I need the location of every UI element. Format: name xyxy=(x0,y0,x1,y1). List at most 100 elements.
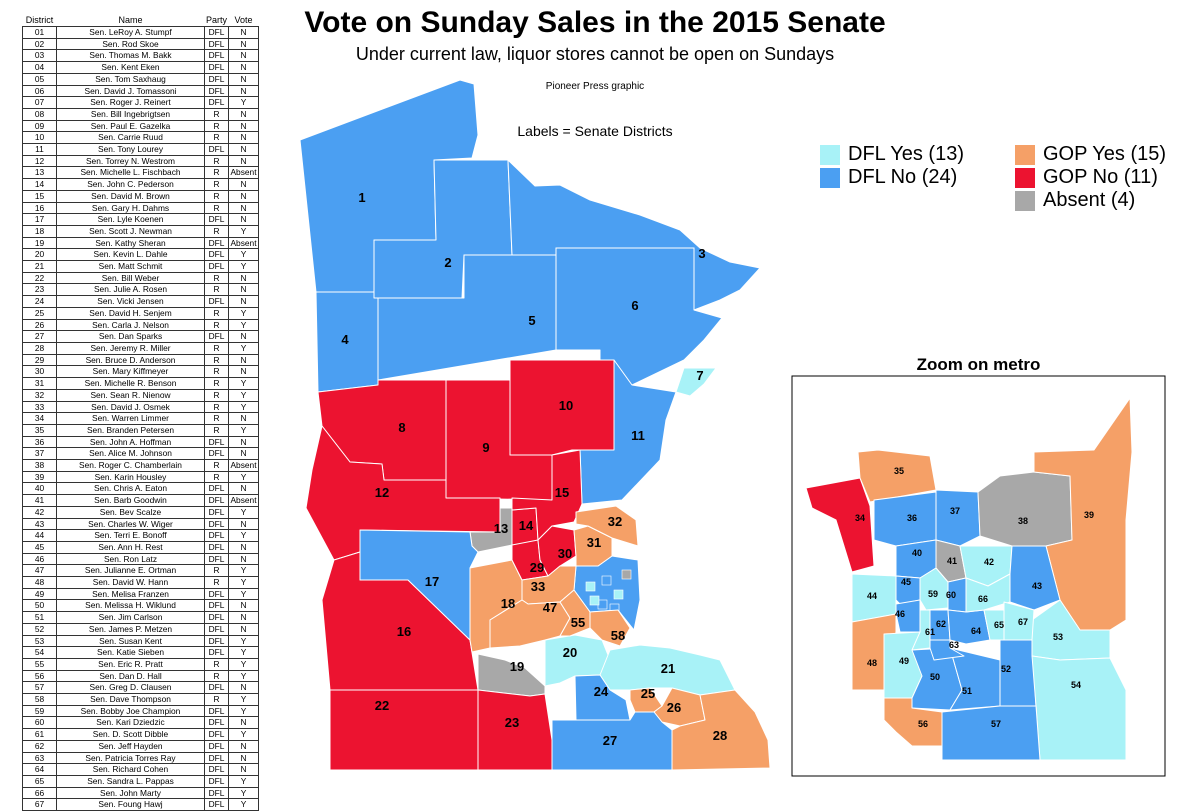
district-label-42: 42 xyxy=(984,557,994,567)
district-cell: 27 xyxy=(22,330,57,343)
table-row: 06 Sen. David J. Tomassoni DFL N xyxy=(22,84,259,98)
senator-table: District Name Party Vote 01 Sen. LeRoy A.… xyxy=(22,15,259,811)
district-label-22: 22 xyxy=(375,698,389,713)
vote-cell: N xyxy=(228,365,259,379)
state-district-58 xyxy=(589,609,631,647)
metro-detail-cell xyxy=(597,599,608,610)
legend-swatch xyxy=(820,168,840,188)
district-cell: 20 xyxy=(22,248,57,262)
name-cell: Sen. Tom Saxhaug xyxy=(56,72,205,86)
metro-detail-cell xyxy=(589,595,600,606)
party-cell: R xyxy=(204,107,229,121)
district-label-13: 13 xyxy=(494,521,508,536)
district-label-64: 64 xyxy=(971,626,981,636)
table-row: 07 Sen. Roger J. Reinert DFL Y xyxy=(22,96,259,109)
name-cell: Sen. Roger C. Chamberlain xyxy=(56,459,205,472)
district-label-29: 29 xyxy=(530,560,544,575)
district-label-3: 3 xyxy=(698,246,705,261)
metro-detail-cell xyxy=(585,581,596,592)
name-cell: Sen. Roger J. Reinert xyxy=(56,96,205,109)
district-label-59: 59 xyxy=(928,589,938,599)
legend-label: GOP Yes (15) xyxy=(1043,143,1167,165)
district-label-66: 66 xyxy=(978,594,988,604)
district-label-34: 34 xyxy=(855,513,865,523)
table-row: 62 Sen. Jeff Hayden DFL N xyxy=(22,739,259,753)
name-cell: Sen. Kent Eken xyxy=(56,61,205,74)
header-district: District xyxy=(25,15,54,26)
vote-cell: N xyxy=(228,84,259,98)
district-cell: 06 xyxy=(22,84,57,98)
vote-cell: Y xyxy=(228,423,259,437)
metro-district-36 xyxy=(873,491,937,547)
table-row: 27 Sen. Dan Sparks DFL N xyxy=(22,330,259,343)
metro-detail-cell xyxy=(601,575,612,586)
table-row: 47 Sen. Julianne E. Ortman R Y xyxy=(22,564,259,578)
district-label-32: 32 xyxy=(608,514,622,529)
district-label-49: 49 xyxy=(899,656,909,666)
district-cell: 22 xyxy=(22,271,57,285)
table-row: 12 Sen. Torrey N. Westrom R N xyxy=(22,154,259,168)
district-label-41: 41 xyxy=(947,556,957,566)
legend-swatch xyxy=(1015,168,1035,188)
district-label-10: 10 xyxy=(559,398,573,413)
vote-cell: N xyxy=(228,61,259,74)
credit-line: Pioneer Press graphic xyxy=(545,81,645,92)
district-label-54: 54 xyxy=(1071,680,1081,690)
vote-cell: Y xyxy=(228,318,259,332)
district-label-18: 18 xyxy=(501,596,515,611)
table-row: 48 Sen. David W. Hann R Y xyxy=(22,576,259,589)
table-row: 54 Sen. Katie Sieben DFL Y xyxy=(22,646,259,659)
state-district-23 xyxy=(477,689,553,771)
vote-cell: Absent xyxy=(228,459,259,472)
state-district-30 xyxy=(537,525,577,577)
district-label-46: 46 xyxy=(895,609,905,619)
labels-note: Labels = Senate Districts xyxy=(517,123,673,139)
legend-swatch xyxy=(820,145,840,165)
district-label-35: 35 xyxy=(894,466,904,476)
table-row: 13 Sen. Michelle L. Fischbach R Absent xyxy=(22,166,259,180)
name-cell: Sen. David J. Osmek xyxy=(56,400,205,414)
district-label-27: 27 xyxy=(603,733,617,748)
vote-cell: N xyxy=(228,271,259,285)
district-cell: 24 xyxy=(22,295,57,308)
metro-district-37 xyxy=(935,489,981,547)
district-label-16: 16 xyxy=(397,624,411,639)
district-label-9: 9 xyxy=(482,440,489,455)
legend-swatch xyxy=(1015,145,1035,165)
metro-district-67 xyxy=(1003,601,1035,641)
district-label-4: 4 xyxy=(341,332,349,347)
district-label-31: 31 xyxy=(587,535,601,550)
district-label-38: 38 xyxy=(1018,516,1028,526)
table-row: 04 Sen. Kent Eken DFL N xyxy=(22,61,259,74)
district-label-36: 36 xyxy=(907,513,917,523)
district-label-43: 43 xyxy=(1032,581,1042,591)
table-row: 10 Sen. Carrie Ruud R N xyxy=(22,131,259,145)
vote-cell: Y xyxy=(228,306,259,320)
table-row: 65 Sen. Sandra L. Pappas DFL Y xyxy=(22,775,259,788)
legend-label: DFL No (24) xyxy=(848,166,958,188)
district-label-1: 1 xyxy=(358,190,365,205)
district-label-14: 14 xyxy=(519,518,534,533)
table-row: 25 Sen. David H. Senjem R Y xyxy=(22,306,259,320)
vote-cell: Y xyxy=(228,470,259,484)
vote-cell: Absent xyxy=(228,494,259,507)
page-subtitle: Under current law, liquor stores cannot … xyxy=(355,44,835,64)
district-label-33: 33 xyxy=(531,579,545,594)
district-cell: 31 xyxy=(22,377,57,390)
table-row: 40 Sen. Chris A. Eaton DFL N xyxy=(22,482,259,496)
district-label-25: 25 xyxy=(641,686,655,701)
state-district-32 xyxy=(575,505,639,547)
table-row: 30 Sen. Mary Kiffmeyer R N xyxy=(22,365,259,379)
table-row: 57 Sen. Greg D. Clausen DFL N xyxy=(22,681,259,695)
table-row: 41 Sen. Barb Goodwin DFL Absent xyxy=(22,494,259,507)
table-row: 26 Sen. Carla J. Nelson R Y xyxy=(22,318,259,332)
state-district-55 xyxy=(559,589,591,637)
vote-cell: N xyxy=(228,295,259,308)
party-cell: DFL xyxy=(204,260,229,273)
party-cell: DFL xyxy=(204,494,229,507)
header-name: Name xyxy=(118,15,143,26)
party-cell: DFL xyxy=(204,61,229,74)
district-label-48: 48 xyxy=(867,658,877,668)
name-cell: Sen. Bill Ingebrigtsen xyxy=(56,107,205,121)
